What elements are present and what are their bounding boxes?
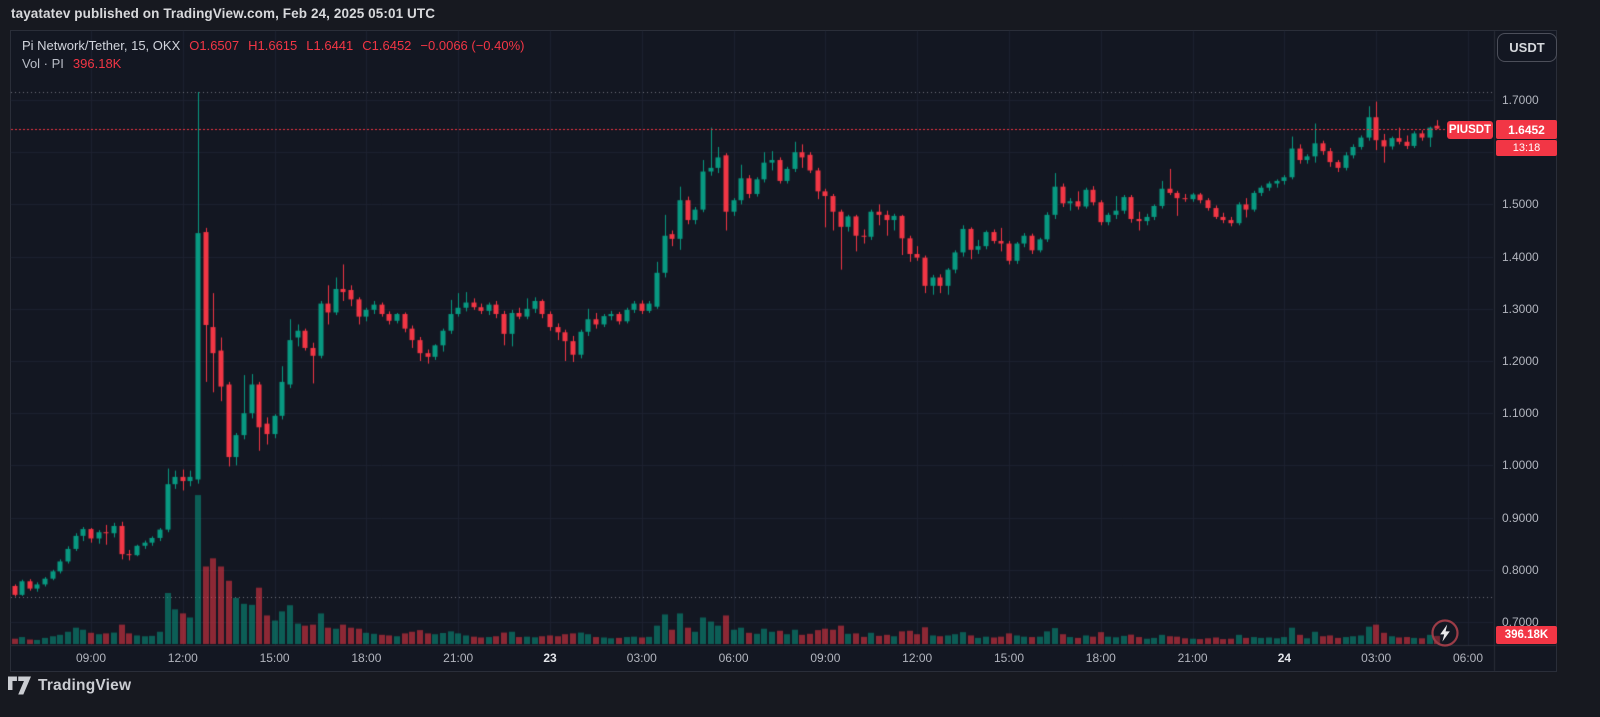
time-axis[interactable]: 09:00 12:00 15:00 18:00 21:00 23 03:00 06:00 09:… bbox=[10, 646, 1494, 672]
last-price-label: 1.6452 bbox=[1496, 120, 1557, 139]
time-tick-label: 21:00 bbox=[1177, 651, 1208, 665]
time-tick-label: 09:00 bbox=[75, 651, 107, 665]
price-axis[interactable]: 1.70001.60001.50001.40001.30001.20001.10… bbox=[1495, 30, 1557, 645]
lightning-circle-icon bbox=[1430, 618, 1460, 648]
symbol-price-tag: PIUSDT bbox=[1447, 121, 1493, 139]
price-tick-label: 1.0000 bbox=[1502, 458, 1539, 473]
volume-axis-label: 396.18K bbox=[1496, 626, 1557, 644]
tradingview-logo-text: TradingView bbox=[38, 676, 132, 694]
tradingview-logo-icon bbox=[8, 676, 31, 695]
price-tick-label: 1.5000 bbox=[1502, 197, 1539, 212]
volume-label: Vol · PI bbox=[22, 56, 64, 71]
price-tick-label: 0.9000 bbox=[1502, 510, 1539, 525]
time-tick-label: 18:00 bbox=[351, 651, 382, 665]
legend-volume-row[interactable]: Vol · PI 396.18K bbox=[22, 56, 525, 74]
time-tick-label: 24 bbox=[1277, 651, 1292, 665]
time-tick-label: 06:00 bbox=[718, 651, 749, 665]
ohlc-close: C1.6452 bbox=[362, 38, 412, 53]
change-value: −0.0066 (−0.40%) bbox=[420, 38, 525, 53]
price-tick-label: 1.2000 bbox=[1502, 354, 1539, 368]
price-tick-label: 1.7000 bbox=[1502, 93, 1539, 107]
time-tick-label: 15:00 bbox=[993, 651, 1025, 665]
price-tick-label: 0.8000 bbox=[1502, 562, 1539, 577]
legend-symbol-row[interactable]: Pi Network/Tether, 15, OKX O1.6507 H1.66… bbox=[22, 38, 525, 56]
time-tick-label: 12:00 bbox=[167, 651, 198, 665]
ohlc-high: H1.6615 bbox=[248, 38, 298, 53]
time-tick-label: 03:00 bbox=[1361, 651, 1392, 665]
time-tick-label: 18:00 bbox=[1085, 651, 1116, 665]
ohlc-low: L1.6441 bbox=[306, 38, 354, 53]
tradingview-logo[interactable]: TradingView bbox=[8, 676, 131, 695]
attribution-text: tayatatev published on TradingView.com, … bbox=[11, 6, 436, 21]
ohlc-open: O1.6507 bbox=[189, 38, 240, 53]
time-tick-label: 09:00 bbox=[810, 651, 841, 665]
price-tick-label: 1.4000 bbox=[1502, 249, 1539, 264]
symbol-title[interactable]: Pi Network/Tether, 15, OKX bbox=[22, 38, 181, 53]
time-tick-label: 23 bbox=[543, 651, 557, 665]
price-tick-label: 1.1000 bbox=[1502, 406, 1539, 421]
currency-toggle-button[interactable]: USDT bbox=[1497, 33, 1557, 62]
time-tick-label: 12:00 bbox=[902, 651, 933, 665]
volume-value: 396.18K bbox=[72, 56, 122, 71]
price-tick-label: 0.7000 bbox=[1502, 615, 1539, 629]
time-tick-label: 06:00 bbox=[1452, 651, 1484, 665]
bar-countdown-label: 13:18 bbox=[1496, 140, 1557, 156]
price-tick-label: 1.3000 bbox=[1502, 301, 1539, 316]
time-tick-label: 15:00 bbox=[259, 651, 290, 665]
time-tick-label: 03:00 bbox=[626, 651, 657, 665]
time-tick-label: 21:00 bbox=[443, 651, 474, 665]
chart-legend: Pi Network/Tether, 15, OKX O1.6507 H1.66… bbox=[22, 38, 525, 74]
